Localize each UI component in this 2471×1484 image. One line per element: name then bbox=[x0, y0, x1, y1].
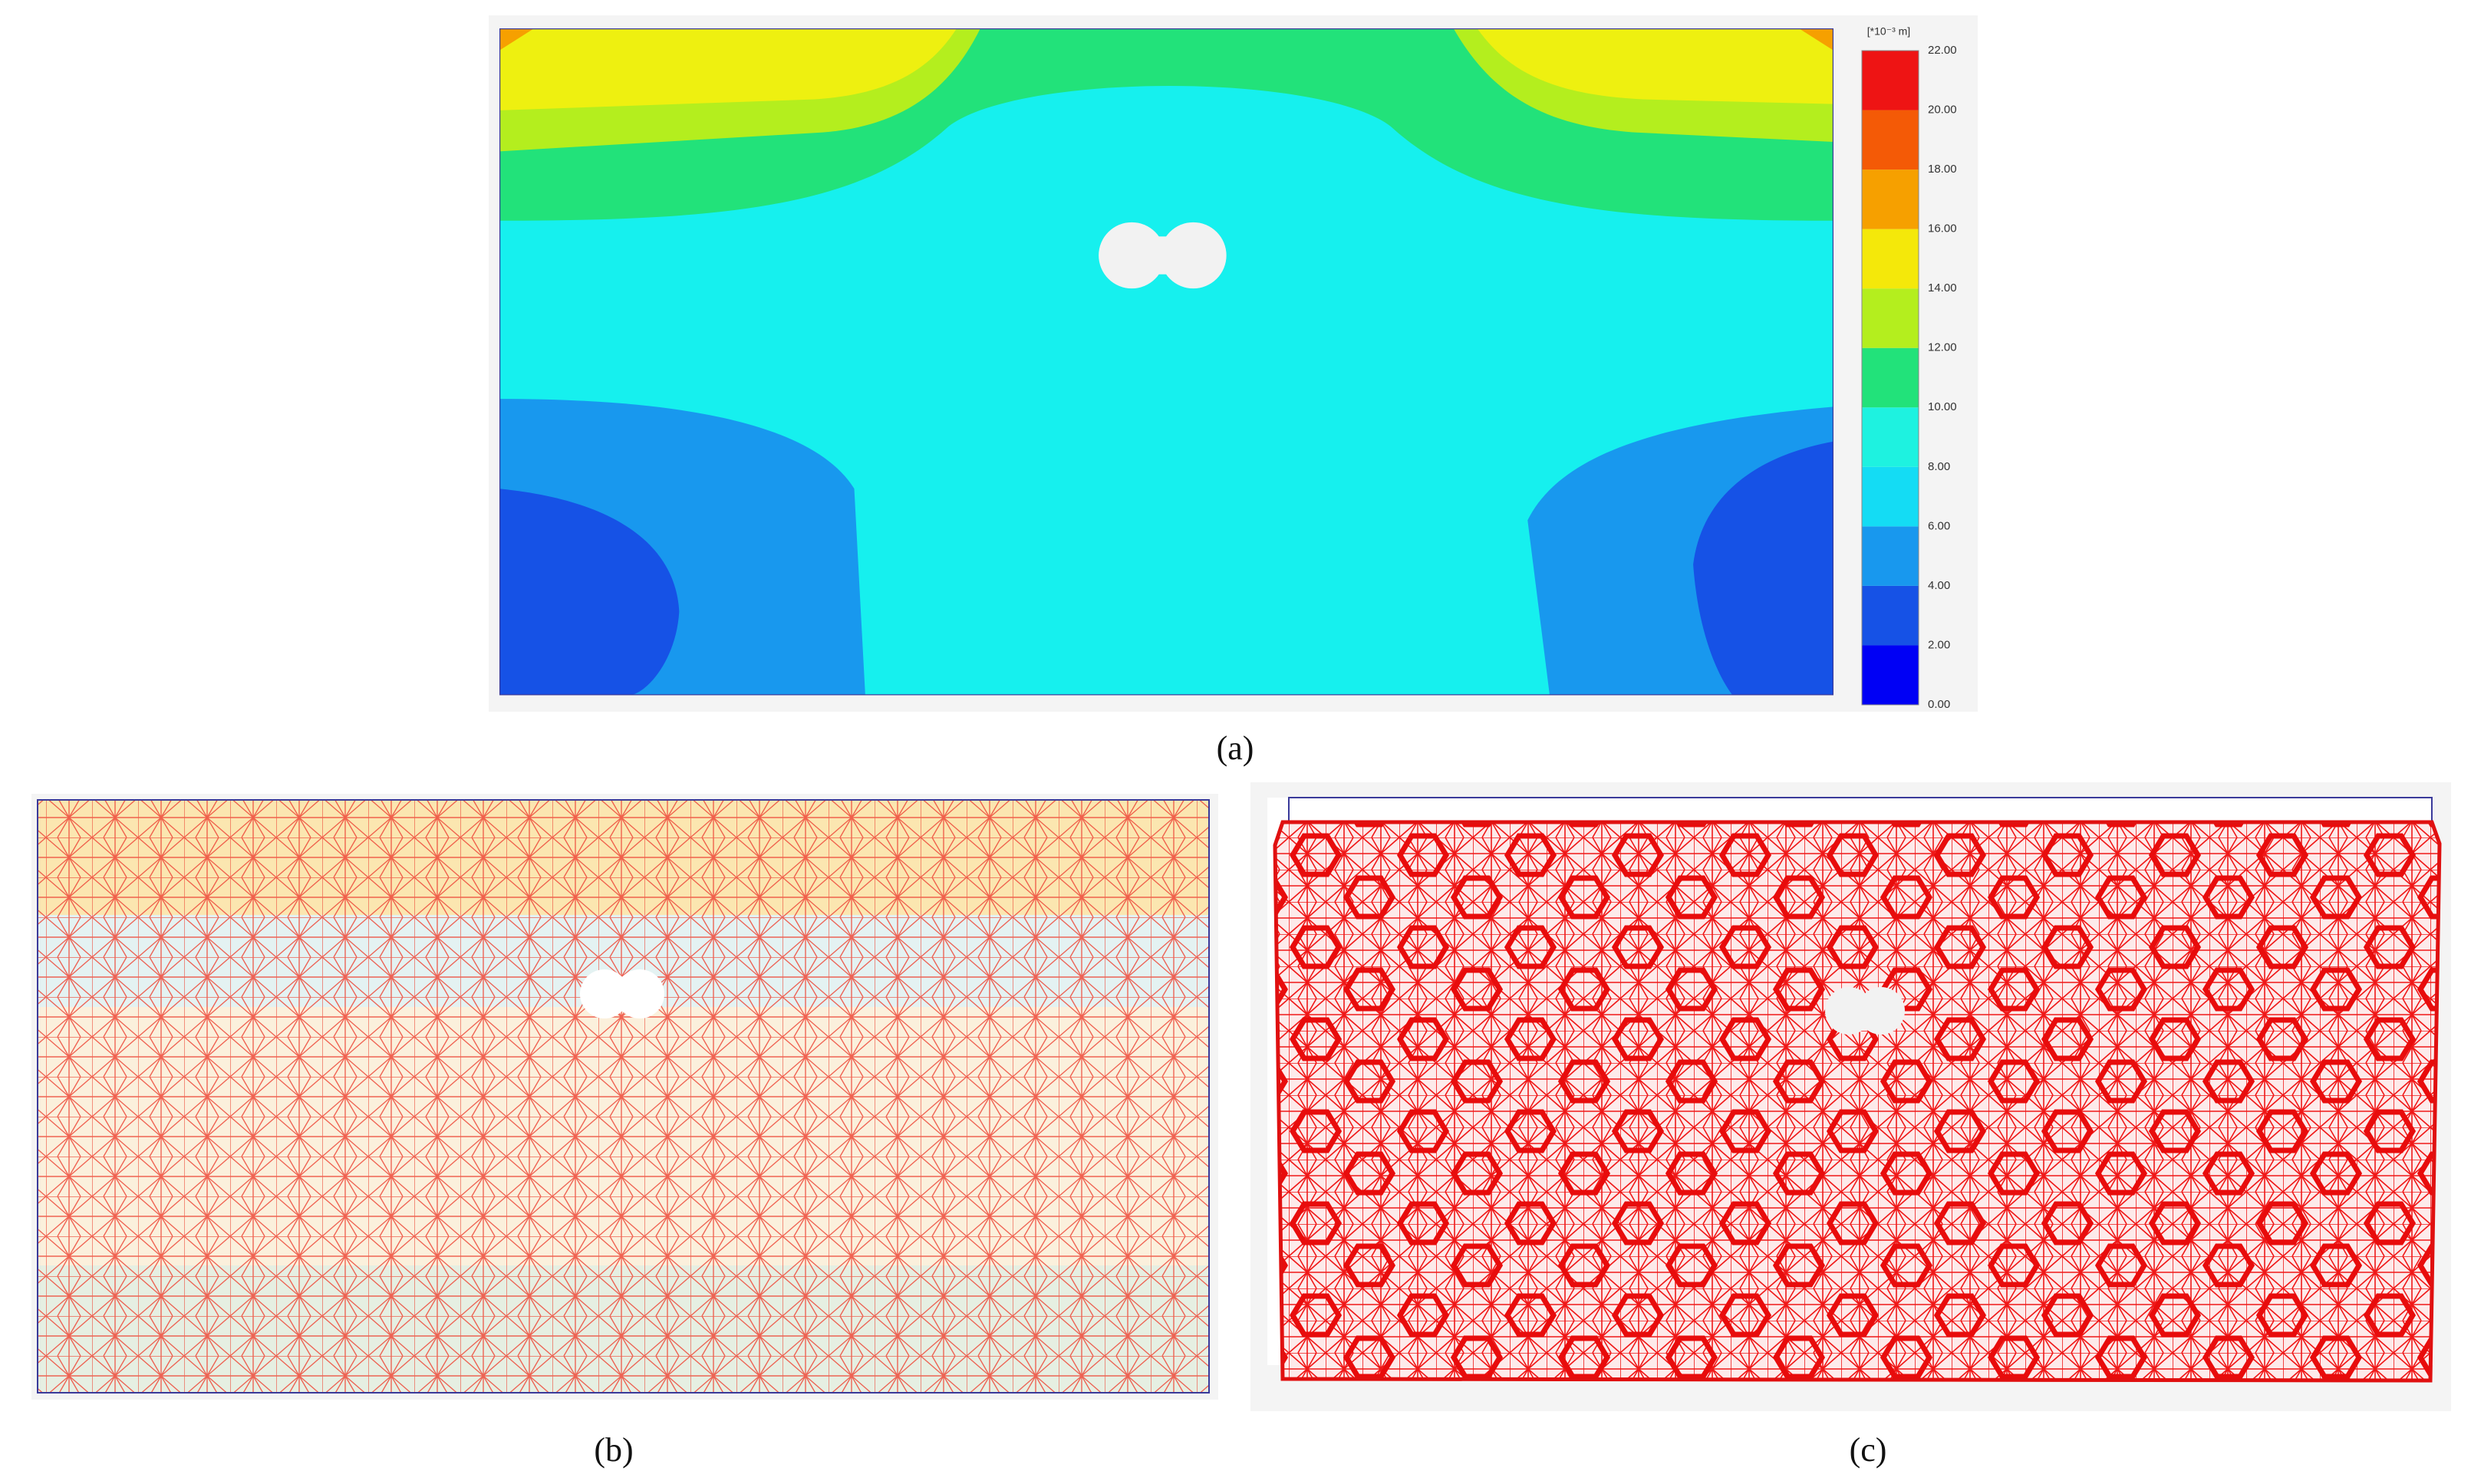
contour-band bbox=[1693, 441, 1834, 696]
colorbar-tick-label: 16.00 bbox=[1928, 222, 1957, 235]
colorbar-swatch bbox=[1862, 526, 1919, 586]
caption-b: (b) bbox=[594, 1431, 633, 1469]
contour-band bbox=[1798, 28, 1834, 51]
colorbar-unit: [*10⁻³ m] bbox=[1867, 25, 1910, 38]
colorbar-tick-label: 18.00 bbox=[1928, 163, 1957, 176]
colorbar-tick-label: 2.00 bbox=[1928, 638, 1950, 651]
colorbar-swatch bbox=[1862, 288, 1919, 348]
colorbar-tick-label: 4.00 bbox=[1928, 579, 1950, 592]
colorbar-swatch bbox=[1862, 466, 1919, 527]
contour-band bbox=[499, 28, 535, 51]
colorbar-tick-label: 8.00 bbox=[1928, 460, 1950, 473]
contour-band bbox=[1477, 28, 1834, 104]
colorbar-border bbox=[1861, 50, 1919, 706]
caption-a: (a) bbox=[1217, 729, 1254, 767]
colorbar-swatch bbox=[1862, 169, 1919, 229]
colorbar-swatch bbox=[1862, 645, 1919, 705]
colorbar-swatch bbox=[1862, 110, 1919, 170]
contour-band bbox=[499, 28, 957, 110]
colorbar: [*10⁻³ m] 0.00 2.00 4.00 6.00 8.00 10.00 12.00… bbox=[1861, 25, 1957, 711]
colorbar-tick-label: 14.00 bbox=[1928, 281, 1957, 294]
colorbar-swatch bbox=[1862, 347, 1919, 408]
colorbar-tick-label: 0.00 bbox=[1928, 698, 1950, 711]
contour-plot bbox=[499, 28, 1834, 696]
colorbar-tick-label: 10.00 bbox=[1928, 400, 1957, 413]
colorbar-tick-label: 20.00 bbox=[1928, 104, 1957, 117]
colorbar-swatch bbox=[1862, 585, 1919, 646]
colorbar-swatch bbox=[1862, 407, 1919, 467]
colorbar-swatch bbox=[1862, 51, 1919, 110]
mesh-panel-c bbox=[1250, 782, 2451, 1411]
caption-c: (c) bbox=[1850, 1431, 1887, 1469]
tunnel-opening bbox=[1099, 222, 1227, 289]
colorbar-tick-label: 6.00 bbox=[1928, 519, 1950, 532]
colorbar-tick-label: 12.00 bbox=[1928, 341, 1957, 354]
contour-band bbox=[499, 489, 680, 696]
colorbar-swatch bbox=[1862, 229, 1919, 289]
mesh-panel-b bbox=[31, 794, 1218, 1400]
colorbar-tick-label: 22.00 bbox=[1928, 44, 1957, 57]
